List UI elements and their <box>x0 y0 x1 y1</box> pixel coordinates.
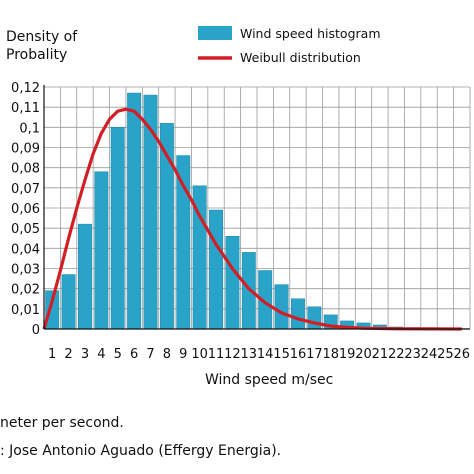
x-tick-label: 4 <box>97 347 105 362</box>
weibull-curve-layer <box>42 107 462 331</box>
histogram-bar <box>61 274 76 330</box>
x-tick-label: 18 <box>322 347 339 362</box>
y-tick-label: 0,12 <box>11 81 40 96</box>
y-tick-label: 0,1 <box>19 121 40 136</box>
x-axis-label: Wind speed m/sec <box>205 372 334 388</box>
weibull-curve <box>42 107 462 331</box>
x-tick-label: 15 <box>273 347 290 362</box>
caption-line-2: : Jose Antonio Aguado (Effergy Energia). <box>0 443 282 459</box>
x-tick-label: 14 <box>257 347 274 362</box>
histogram-bar <box>274 284 289 330</box>
y-tick-label: 0,01 <box>11 303 40 318</box>
histogram-bars <box>45 92 469 330</box>
y-tick-label: 0,03 <box>11 263 40 278</box>
y-tick-label: 0,09 <box>11 142 40 157</box>
y-tick-label: 0 <box>32 323 40 338</box>
y-tick-labels: 0 0,01 0,02 0,03 0,04 0,05 0,06 0,07 0,08 0,09 0,1… <box>11 81 40 338</box>
legend-weibull-label: Weibull distribution <box>240 50 361 65</box>
x-tick-label: 12 <box>224 347 241 362</box>
histogram-bar <box>94 171 109 330</box>
x-tick-label: 3 <box>81 347 89 362</box>
histogram-bar <box>110 127 125 330</box>
legend-histogram-label: Wind speed histogram <box>240 26 381 41</box>
x-tick-label: 8 <box>163 347 171 362</box>
y-tick-label: 0,11 <box>11 101 40 116</box>
y-axis-label-line-2: Probality <box>6 47 68 63</box>
x-tick-label: 23 <box>404 347 421 362</box>
histogram-bar <box>127 92 142 330</box>
y-tick-label: 0,02 <box>11 283 40 298</box>
histogram-bar <box>209 209 223 330</box>
x-tick-label: 20 <box>355 347 372 362</box>
x-tick-label: 17 <box>306 347 323 362</box>
x-tick-label: 22 <box>388 347 405 362</box>
x-tick-label: 25 <box>437 347 454 362</box>
legend-histogram-swatch <box>198 26 232 40</box>
x-tick-label: 11 <box>208 347 225 362</box>
x-tick-label: 24 <box>421 347 438 362</box>
x-tick-labels: 1 2 3 4 5 6 7 8 9 10 11 12 13 14 15 16 17 18 19 20 21 22 23 24 2… <box>48 347 470 362</box>
x-tick-label: 1 <box>48 347 56 362</box>
x-tick-label: 26 <box>454 347 471 362</box>
x-tick-label: 7 <box>146 347 154 362</box>
caption-line-1: neter per second. <box>0 415 124 431</box>
y-axis-label-line-1: Density of <box>6 29 78 45</box>
histogram-bar <box>176 155 191 330</box>
x-tick-label: 13 <box>241 347 258 362</box>
histogram-bar <box>225 235 240 330</box>
axes <box>43 85 470 330</box>
x-tick-label: 9 <box>179 347 187 362</box>
histogram-bar <box>291 298 305 330</box>
histogram-bar <box>307 306 322 330</box>
y-tick-label: 0,04 <box>11 242 40 257</box>
x-tick-label: 21 <box>372 347 389 362</box>
x-tick-label: 19 <box>339 347 356 362</box>
y-tick-label: 0,06 <box>11 202 40 217</box>
x-tick-label: 5 <box>114 347 122 362</box>
x-tick-label: 6 <box>130 347 138 362</box>
y-tick-label: 0,05 <box>11 222 40 237</box>
histogram-bar <box>78 223 92 330</box>
y-tick-label: 0,08 <box>11 162 40 177</box>
x-tick-label: 10 <box>191 347 208 362</box>
y-tick-label: 0,07 <box>11 182 40 197</box>
x-tick-label: 2 <box>64 347 72 362</box>
x-tick-label: 16 <box>290 347 307 362</box>
